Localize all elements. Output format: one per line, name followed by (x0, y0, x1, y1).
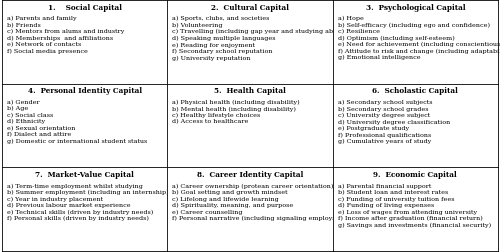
Text: a) Hope
b) Self-efficacy (including ego and confidence)
c) Resilience
d) Optimis: a) Hope b) Self-efficacy (including ego … (338, 16, 500, 60)
Text: 2.  Cultural Capital: 2. Cultural Capital (211, 4, 289, 12)
Text: 1.    Social Capital: 1. Social Capital (48, 4, 122, 12)
Text: a) Sports, clubs, and societies
b) Volunteering
c) Travelling (including gap yea: a) Sports, clubs, and societies b) Volun… (172, 16, 351, 60)
Text: 5.  Health Capital: 5. Health Capital (214, 87, 286, 95)
Text: a) Parental financial support
b) Student loan and interest rates
c) Funding of u: a) Parental financial support b) Student… (338, 183, 491, 227)
Text: 8.  Career Identity Capital: 8. Career Identity Capital (197, 170, 303, 178)
Text: a) Secondary school subjects
b) Secondary school grades
c) University degree sub: a) Secondary school subjects b) Secondar… (338, 99, 450, 144)
Text: 3.  Psychological Capital: 3. Psychological Capital (366, 4, 465, 12)
Text: a) Career ownership (protean career orientation)
b) Goal setting and growth mind: a) Career ownership (protean career orie… (172, 183, 356, 220)
Text: 7.  Market-Value Capital: 7. Market-Value Capital (35, 170, 134, 178)
Text: 4.  Personal Identity Capital: 4. Personal Identity Capital (28, 87, 142, 95)
Text: a) Physical health (including disability)
b) Mental health (including disability: a) Physical health (including disability… (172, 99, 300, 124)
Text: 9.  Economic Capital: 9. Economic Capital (374, 170, 457, 178)
Text: a) Gender
b) Age
c) Social class
d) Ethnicity
e) Sexual orientation
f) Dialect a: a) Gender b) Age c) Social class d) Ethn… (7, 99, 147, 143)
Text: a) Term-time employment whilst studying
b) Summer employment (including an inter: a) Term-time employment whilst studying … (7, 183, 168, 220)
Text: a) Parents and family
b) Friends
c) Mentors from alums and industry
d) Membershi: a) Parents and family b) Friends c) Ment… (7, 16, 124, 53)
Text: 6.  Scholastic Capital: 6. Scholastic Capital (372, 87, 458, 95)
